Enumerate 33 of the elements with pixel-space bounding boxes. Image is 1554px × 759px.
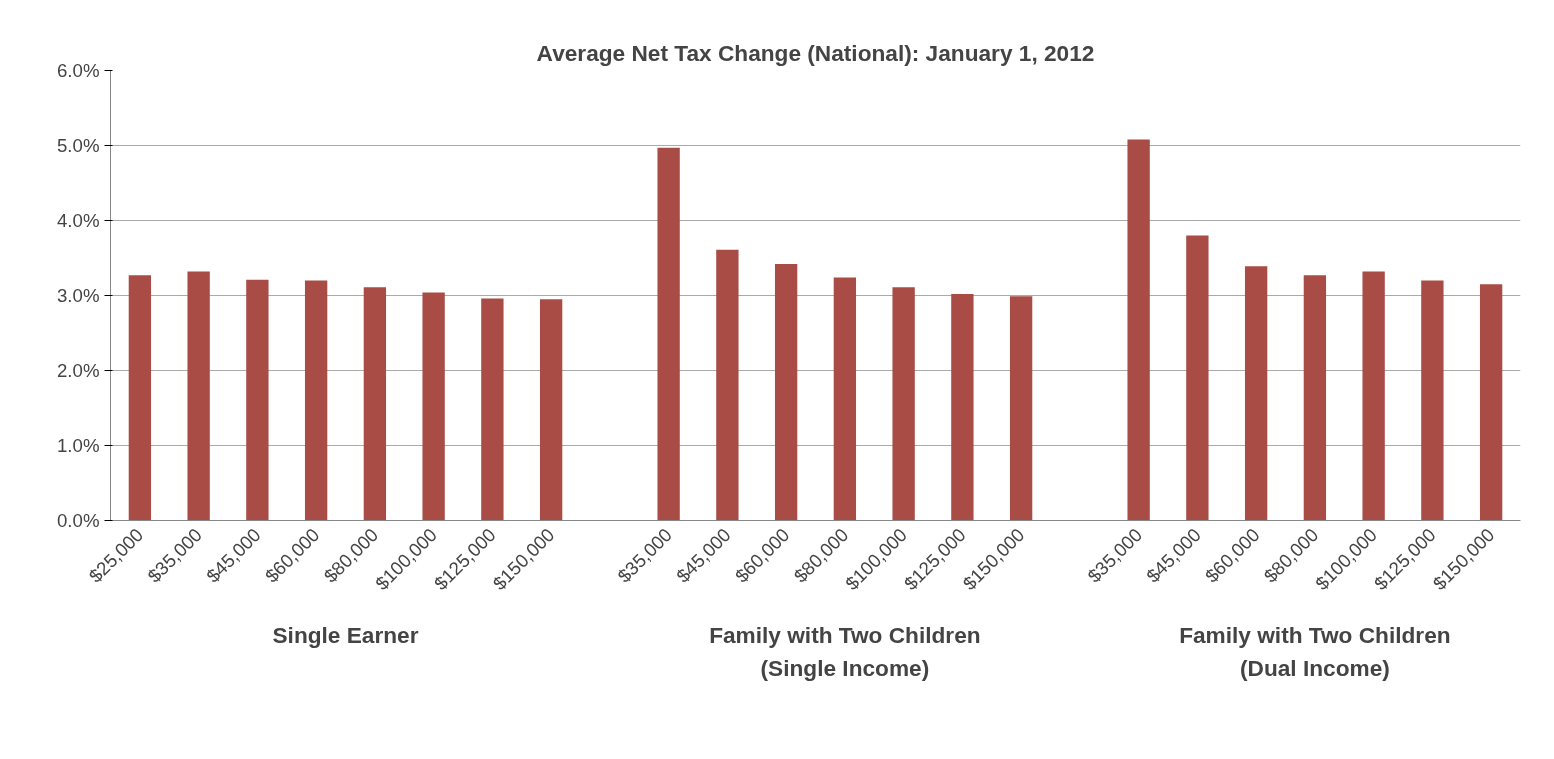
bar xyxy=(657,147,680,521)
bar xyxy=(1244,266,1268,521)
bar xyxy=(716,249,739,521)
chart-title: Average Net Tax Change (National): January 1, 2012 xyxy=(536,39,1095,66)
bar xyxy=(128,275,152,521)
bar xyxy=(422,292,445,521)
bar xyxy=(1421,280,1444,521)
bar xyxy=(1303,275,1327,521)
text: Family with Two Children (Dual Income) xyxy=(1179,622,1451,681)
text: Single Earner xyxy=(272,622,419,648)
y-tick-label: 1.0% xyxy=(56,435,100,456)
y-tick-label: 5.0% xyxy=(56,135,100,156)
bar xyxy=(1127,139,1150,521)
bar xyxy=(363,287,387,521)
bar xyxy=(246,279,269,521)
y-tick-label: 6.0% xyxy=(56,60,100,81)
bar xyxy=(1009,296,1033,521)
text: Family with Two Children (Single Income) xyxy=(709,622,981,681)
bar xyxy=(481,298,504,521)
y-tick-label: 4.0% xyxy=(56,210,100,231)
y-tick-label: 3.0% xyxy=(56,285,100,306)
bar xyxy=(951,294,974,521)
bar xyxy=(304,280,328,521)
bar xyxy=(1479,284,1503,521)
bar xyxy=(774,264,798,521)
bar xyxy=(1362,271,1385,521)
y-tick-label: 2.0% xyxy=(56,360,100,381)
bar xyxy=(187,271,210,521)
bar xyxy=(892,287,915,521)
bar xyxy=(539,299,563,521)
bar xyxy=(1186,235,1209,521)
y-tick-label: 0.0% xyxy=(56,510,100,531)
bar xyxy=(833,277,857,521)
